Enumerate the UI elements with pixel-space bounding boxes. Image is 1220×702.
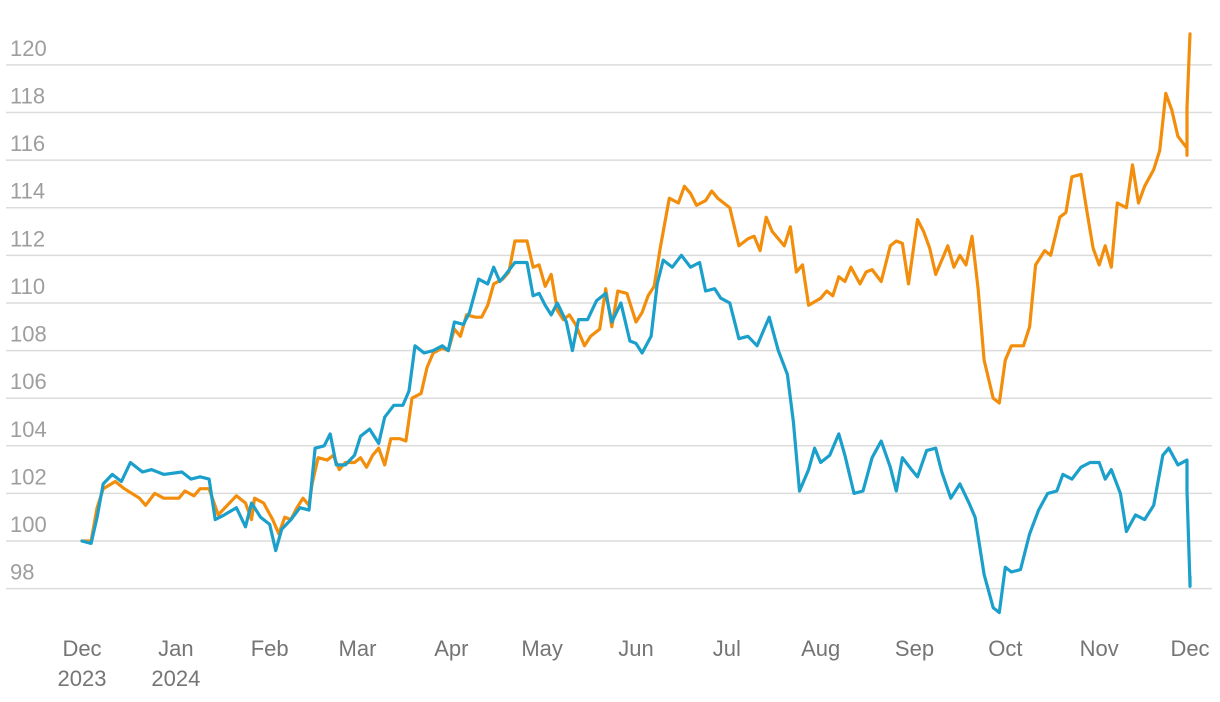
x-tick-label: Dec [1170, 636, 1209, 661]
x-tick-year-label: 2024 [151, 666, 200, 691]
series-line-2 [80, 253, 1192, 615]
x-tick-label: Jan [158, 636, 193, 661]
x-tick-label: Jun [618, 636, 653, 661]
y-tick-label: 102 [10, 464, 47, 489]
y-tick-label: 114 [10, 179, 45, 204]
x-tick-label: Mar [339, 636, 377, 661]
x-tick-label: Feb [251, 636, 289, 661]
x-tick-label: Sep [895, 636, 934, 661]
series-line-1 [80, 32, 1192, 543]
x-tick-label: Jul [713, 636, 741, 661]
series-lines [80, 32, 1192, 615]
y-tick-label: 118 [10, 83, 45, 108]
y-tick-label: 104 [10, 417, 47, 442]
gridlines [6, 64, 1212, 590]
x-tick-label: Nov [1080, 636, 1119, 661]
x-axis-ticks: Dec 2023 Jan 2024 Feb Mar Apr May Jun Jul Aug Sep Oc… [58, 636, 1210, 691]
y-tick-label: 116 [10, 131, 45, 156]
y-tick-label: 110 [10, 274, 45, 299]
y-tick-label: 108 [10, 322, 47, 347]
y-tick-label: 98 [10, 560, 34, 585]
x-tick-label: Aug [801, 636, 840, 661]
y-tick-label: 112 [10, 226, 45, 251]
y-tick-label: 106 [10, 369, 47, 394]
y-axis-ticks: 98 100 102 104 106 108 110 112 114 116 118 120 [10, 36, 47, 585]
x-tick-year-label: 2023 [58, 666, 107, 691]
x-tick-label: Apr [434, 636, 468, 661]
x-tick-label: May [521, 636, 563, 661]
y-tick-label: 120 [10, 36, 47, 61]
x-tick-label: Dec [62, 636, 101, 661]
x-tick-label: Oct [988, 636, 1022, 661]
y-tick-label: 100 [10, 512, 47, 537]
